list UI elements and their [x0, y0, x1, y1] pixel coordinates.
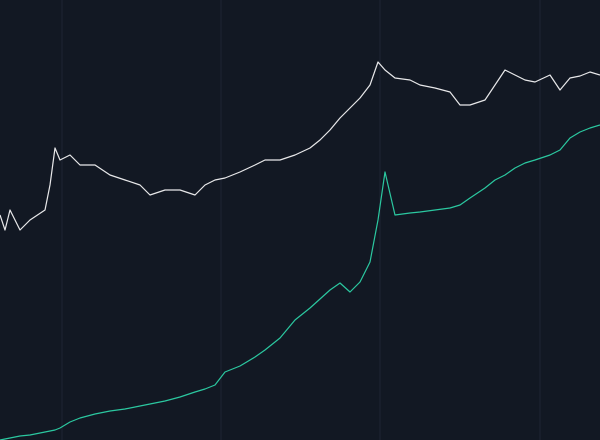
series-line [0, 124, 600, 440]
series-line [0, 61, 600, 231]
